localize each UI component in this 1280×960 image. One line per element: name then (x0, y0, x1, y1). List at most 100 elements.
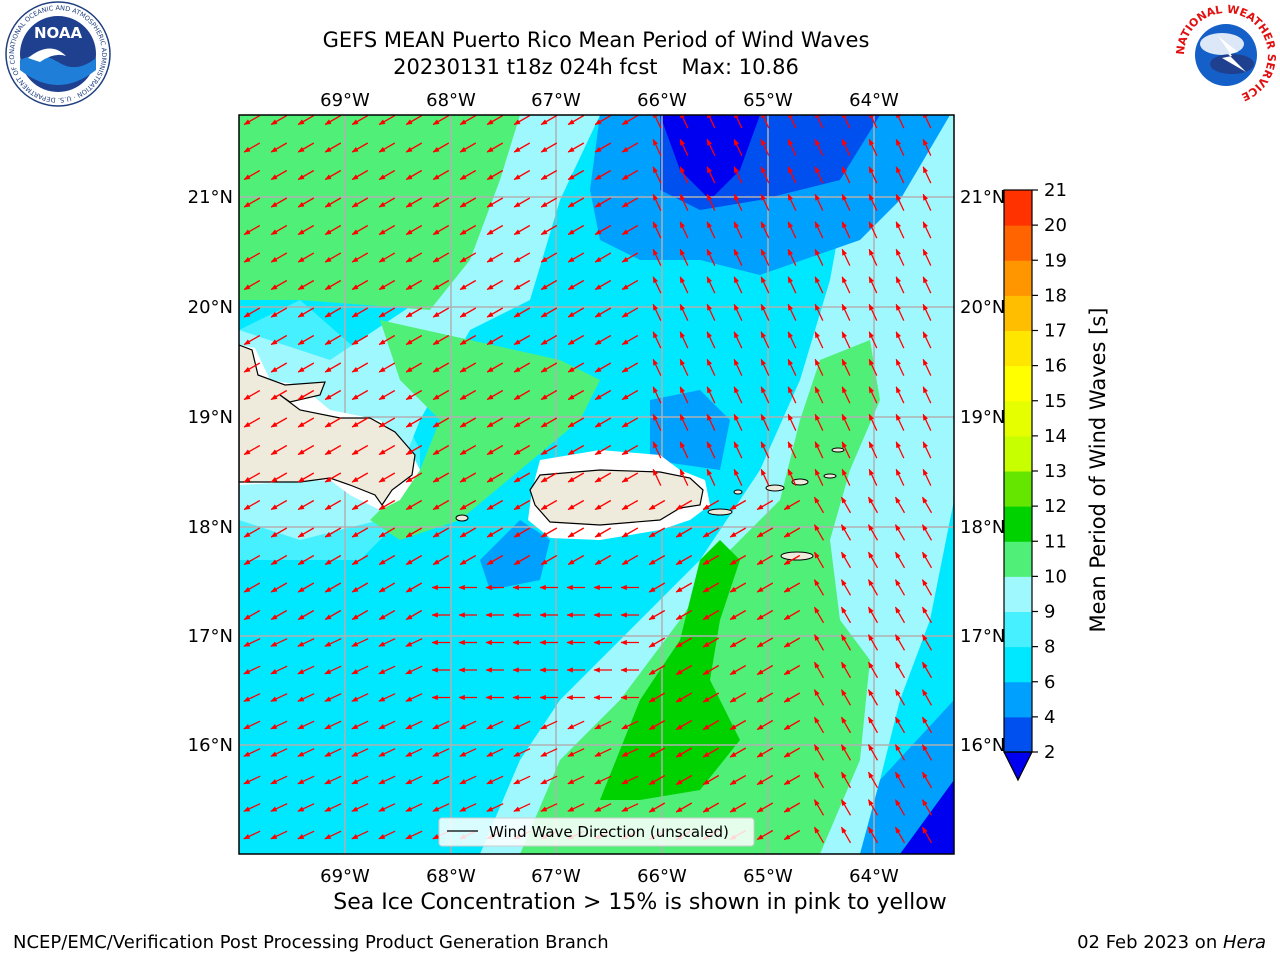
wind-wave-arrow (378, 389, 396, 401)
wind-wave-arrow (733, 193, 743, 211)
wind-wave-arrow (706, 413, 716, 431)
wind-wave-arrow (621, 389, 639, 401)
wind-wave-arrow (756, 692, 774, 703)
wind-wave-arrow (868, 386, 878, 404)
wind-wave-arrow (895, 386, 905, 404)
wind-wave-arrow (814, 193, 824, 211)
wind-wave-arrow (297, 748, 315, 757)
wind-wave-arrow (594, 803, 612, 812)
wind-wave-arrow (459, 252, 477, 263)
wind-wave-arrow (297, 197, 315, 208)
wind-wave-arrow (405, 444, 423, 456)
colorbar: 2 4 6 8 9 10 11 12 13 14 15 16 17 18 19 20 21 (1003, 180, 1067, 782)
wind-wave-arrow (921, 826, 933, 844)
colorbar-tick-label: 4 (1044, 707, 1055, 728)
wind-wave-arrow (894, 606, 906, 624)
wind-wave-arrow (706, 358, 716, 376)
latitude-label: 20°N (188, 297, 233, 318)
wind-wave-arrow (324, 499, 342, 511)
wind-wave-arrow (621, 115, 639, 126)
wind-wave-arrow (895, 303, 905, 321)
wind-wave-arrow (486, 803, 504, 812)
wind-wave-arrow (405, 582, 423, 593)
wind-wave-arrow (729, 802, 747, 813)
wind-wave-arrow (270, 582, 288, 593)
wind-wave-arrow (405, 499, 423, 511)
wind-wave-arrow (540, 499, 558, 511)
band-below-2-southeast (900, 780, 954, 854)
wind-wave-arrow (840, 634, 852, 651)
wind-wave-arrow (621, 252, 639, 263)
wind-wave-arrow (270, 830, 288, 840)
wind-wave-arrow (814, 221, 824, 239)
wind-wave-arrow (540, 279, 558, 291)
wind-wave-arrow (594, 417, 612, 428)
wind-wave-arrow (760, 331, 770, 349)
wind-wave-arrow (567, 720, 585, 730)
wind-wave-arrow (567, 142, 585, 153)
map-frame (238, 114, 955, 855)
wind-wave-arrow (513, 279, 531, 291)
wind-wave-arrow (243, 638, 261, 647)
wind-wave-arrow (621, 142, 639, 153)
wind-wave-arrow (867, 799, 879, 816)
wind-wave-arrow (894, 744, 906, 761)
wind-wave-arrow (706, 303, 716, 321)
wind-wave-arrow (813, 551, 825, 569)
wind-wave-arrow (513, 527, 531, 538)
wind-wave-arrow (486, 499, 504, 511)
colorbar-tick-label: 21 (1044, 180, 1067, 201)
wind-wave-arrow (814, 358, 824, 376)
wind-wave-arrow (894, 716, 906, 734)
wind-wave-arrow (567, 197, 585, 208)
wind-wave-arrow (652, 193, 662, 211)
wind-wave-arrow (679, 468, 689, 486)
band-11-12-core (600, 540, 740, 800)
wind-wave-arrow (378, 638, 396, 647)
wind-wave-arrow (351, 389, 369, 401)
wind-wave-arrow (756, 719, 774, 731)
wind-wave-arrow (621, 197, 639, 208)
wind-wave-arrow (840, 826, 852, 844)
wind-wave-arrow (378, 803, 396, 812)
wind-wave-arrow (405, 803, 423, 812)
wind-wave-arrow (594, 554, 612, 566)
wind-wave-arrow (894, 551, 906, 569)
wind-wave-arrow (459, 362, 477, 373)
wind-wave-arrow (594, 334, 612, 346)
wind-wave-arrow (756, 747, 774, 758)
wind-wave-arrow (867, 551, 879, 569)
wind-wave-arrow (270, 169, 288, 181)
wind-wave-arrow (351, 665, 369, 675)
wind-wave-arrow (243, 197, 261, 208)
wind-wave-arrow (243, 115, 261, 126)
wind-wave-arrow (921, 551, 933, 569)
wind-wave-arrow (594, 720, 612, 730)
latitude-label: 19°N (960, 407, 1005, 428)
colorbar-tick-label: 11 (1044, 531, 1067, 552)
longitude-label: 69°W (320, 90, 370, 111)
wind-wave-arrow (459, 554, 477, 566)
wind-wave-arrow (783, 719, 801, 731)
wind-wave-arrow (243, 279, 261, 291)
wind-wave-arrow (297, 803, 315, 812)
wind-wave-arrow (675, 527, 693, 538)
wind-wave-arrow (841, 468, 851, 486)
colorbar-swatch (1004, 190, 1032, 226)
wind-wave-arrow (324, 554, 342, 566)
wind-wave-arrow (324, 830, 342, 840)
wind-wave-arrow (432, 720, 450, 730)
wind-wave-arrow (756, 774, 774, 786)
wind-wave-arrow (351, 527, 369, 538)
wind-wave-arrow (840, 579, 852, 596)
wind-wave-arrow (814, 248, 824, 266)
wind-wave-arrow (324, 444, 342, 456)
wind-wave-arrow (351, 830, 369, 840)
wind-wave-arrow (486, 389, 504, 401)
wind-wave-arrow (270, 693, 288, 702)
wind-wave-arrow (733, 413, 743, 431)
wind-wave-arrow (486, 527, 504, 538)
wind-wave-arrow (648, 692, 666, 703)
wind-wave-arrow (895, 193, 905, 211)
wind-wave-arrow (324, 472, 342, 483)
